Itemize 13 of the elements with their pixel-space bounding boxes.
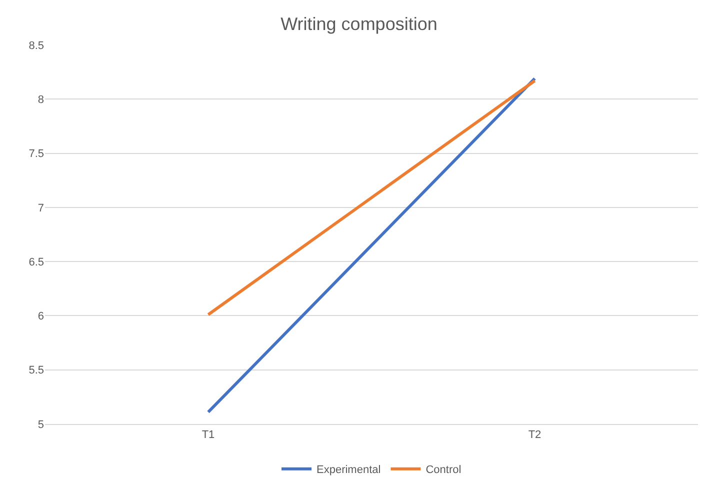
y-tick-label: 5 — [38, 418, 44, 431]
y-tick-label: 8.5 — [28, 40, 44, 52]
x-tick-label: T2 — [528, 429, 542, 442]
y-tick-label: 6 — [38, 310, 44, 323]
x-tick-label: T1 — [202, 429, 215, 442]
chart-title: Writing composition — [280, 14, 438, 34]
legend-label: Control — [426, 464, 462, 476]
y-tick-label: 7 — [38, 202, 44, 214]
y-tick-label: 6.5 — [28, 256, 44, 268]
y-tick-label: 8 — [38, 94, 44, 106]
y-tick-label: 5.5 — [28, 364, 44, 377]
y-tick-label: 7.5 — [28, 148, 44, 160]
legend-label: Experimental — [316, 464, 381, 476]
